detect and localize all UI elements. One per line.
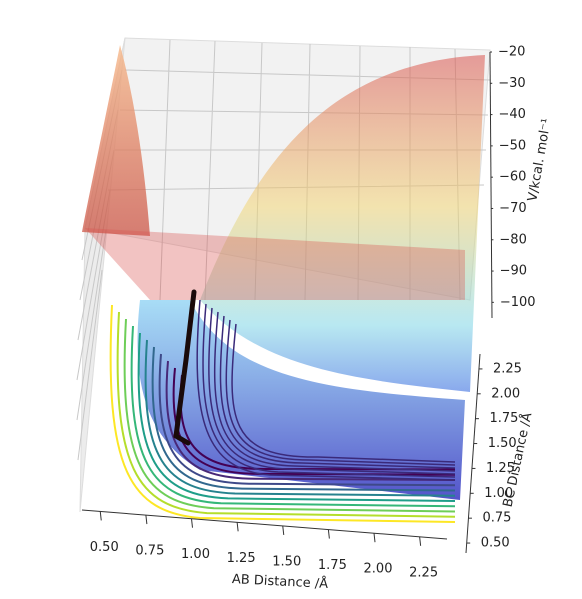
- contour-line: [172, 367, 456, 476]
- contour-line: [213, 311, 456, 472]
- trajectory: [173, 289, 197, 446]
- z-tick-label: −40: [498, 107, 525, 122]
- y-tick-label: 1.50: [488, 436, 517, 451]
- z-tick-label: −30: [498, 76, 525, 91]
- x-tick: [99, 511, 102, 521]
- surface: [82, 45, 485, 500]
- x-tick-label: 1.00: [181, 547, 210, 562]
- axes: 0.50 0.75 1.00 1.25 1.50 1.75 2.00 2.25 0.50 0.75…: [81, 45, 536, 580]
- x-tick: [236, 522, 239, 532]
- contour-line: [158, 353, 456, 487]
- x-tick: [191, 518, 193, 528]
- z-tick-label: −100: [500, 295, 536, 310]
- y-tick-label: 1.25: [486, 461, 515, 476]
- y-tick-label: 0.75: [482, 511, 511, 526]
- left-peak: [82, 45, 150, 236]
- z-tick-label: −20: [498, 45, 525, 60]
- x-tick: [327, 529, 330, 539]
- x-tick-label: 0.50: [90, 540, 119, 555]
- x-tick-label: 2.25: [409, 565, 438, 580]
- y-tick-label: 2.00: [491, 386, 520, 401]
- z-axis-label: V/kcal. mol⁻¹: [525, 117, 554, 202]
- contour-line: [151, 346, 456, 492]
- plateau: [85, 228, 465, 300]
- y-tick-label: 1.00: [484, 486, 513, 501]
- contour-line: [144, 339, 456, 497]
- x-tick-label: 1.50: [272, 554, 301, 569]
- x-tick: [373, 533, 376, 543]
- z-tick-label: −90: [500, 264, 527, 279]
- x-tick-label: 2.00: [364, 562, 393, 577]
- contour-line: [116, 311, 456, 518]
- z-tick-label: −70: [499, 201, 526, 216]
- contour-line: [219, 315, 456, 469]
- z-tick-label: −50: [499, 138, 526, 153]
- contour-line: [231, 323, 456, 463]
- contour-line: [202, 303, 456, 478]
- right-slope: [200, 55, 485, 392]
- y-tick-label: 2.25: [493, 361, 522, 376]
- z-tick-label: −80: [499, 232, 526, 247]
- contour-line: [208, 307, 456, 475]
- y-tick-label: 1.75: [489, 411, 518, 426]
- y-tick-label: 0.50: [481, 536, 510, 551]
- x-axis-label: AB Distance /Å: [232, 571, 329, 592]
- contour-line: [165, 360, 456, 481]
- x-tick-label: 1.75: [318, 558, 347, 573]
- z-tick-label: −60: [499, 170, 526, 185]
- contour-line: [130, 325, 456, 508]
- y-axis-line: [465, 353, 481, 554]
- x-tick: [419, 536, 422, 546]
- contour-line: [196, 299, 456, 481]
- z-axis-line: [489, 51, 493, 319]
- contour-line: [123, 318, 456, 513]
- contour-line: [109, 304, 456, 523]
- x-axis-line: [81, 509, 448, 540]
- contour-line: [137, 332, 456, 502]
- x-tick: [145, 515, 148, 525]
- well: [137, 300, 465, 500]
- x-tick-label: 1.25: [227, 551, 256, 566]
- x-tick: [282, 525, 285, 536]
- contour-line: [225, 319, 456, 466]
- x-tick-label: 0.75: [135, 544, 164, 559]
